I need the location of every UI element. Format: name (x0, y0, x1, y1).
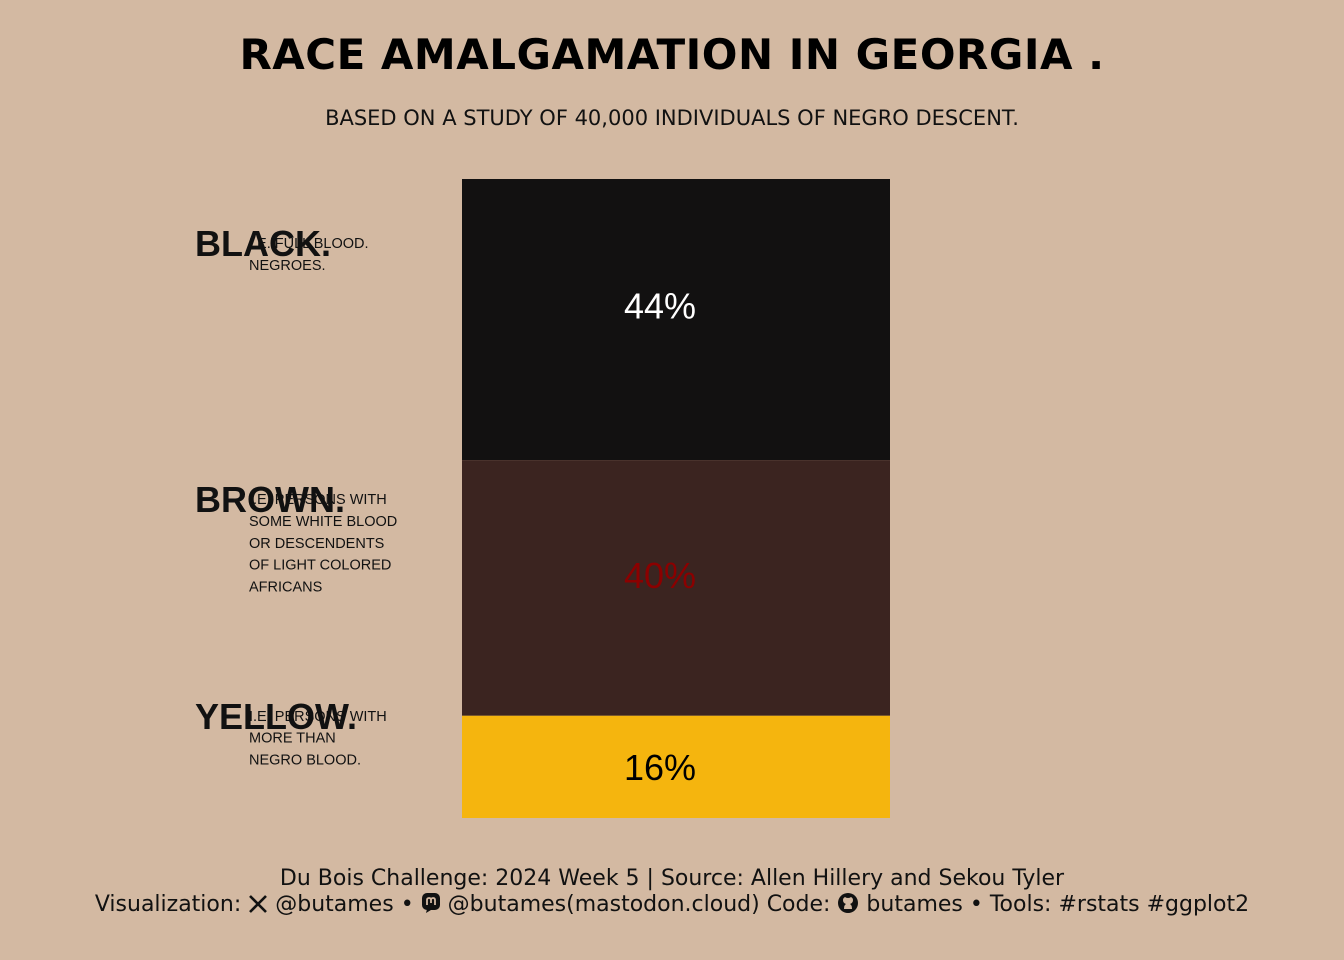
category-label: YELLOW. (195, 696, 357, 737)
caption-viz-label: Visualization: (94, 892, 242, 917)
mastodon-icon (421, 892, 441, 920)
category-description-line: OF LIGHT COLORED (249, 558, 391, 574)
value-label: 40% (624, 555, 696, 596)
chart-title: RACE AMALGAMATION IN GEORGIA . (239, 30, 1105, 79)
caption-separator: • (400, 892, 414, 917)
bar-segment-brown (462, 460, 890, 716)
caption-tools: Tools: #rstats #ggplot2 (989, 892, 1250, 917)
github-icon (837, 892, 859, 920)
category-description-line: I.E. PERSONS WITH (249, 709, 387, 725)
bar-segment-yellow (462, 715, 890, 818)
category-description-line: AFRICANS (249, 579, 322, 595)
caption-source: Du Bois Challenge: 2024 Week 5 | Source:… (279, 866, 1065, 891)
category-description-line: NEGROES. (249, 258, 326, 274)
value-label: 16% (624, 747, 696, 788)
category-description-line: I.E. PERSONS WITH (249, 492, 387, 508)
category-description-line: OR DESCENDENTS (249, 536, 384, 552)
x-logo-icon (248, 894, 268, 920)
category-description-line: NEGRO BLOOD. (249, 752, 361, 768)
value-label: 44% (624, 286, 696, 327)
caption-github-handle: butames (866, 892, 963, 917)
category-label: BROWN. (195, 479, 345, 520)
caption-x-handle: @butames (275, 892, 394, 917)
bar-segment-black (462, 179, 890, 461)
category-description-line: I.E. FULL BLOOD. (249, 236, 369, 252)
category-description-line: SOME WHITE BLOOD (249, 514, 397, 530)
caption-separator: • (969, 892, 983, 917)
chart-subtitle: BASED ON A STUDY OF 40,000 INDIVIDUALS O… (325, 106, 1019, 130)
category-description-line: MORE THAN (249, 731, 336, 747)
caption-code-label: Code: (766, 892, 831, 917)
category-label: BLACK. (195, 223, 331, 264)
caption-credits: Visualization: @butames • @butames(masto… (0, 892, 1344, 920)
caption-mastodon-handle: @butames(mastodon.cloud) (447, 892, 760, 917)
